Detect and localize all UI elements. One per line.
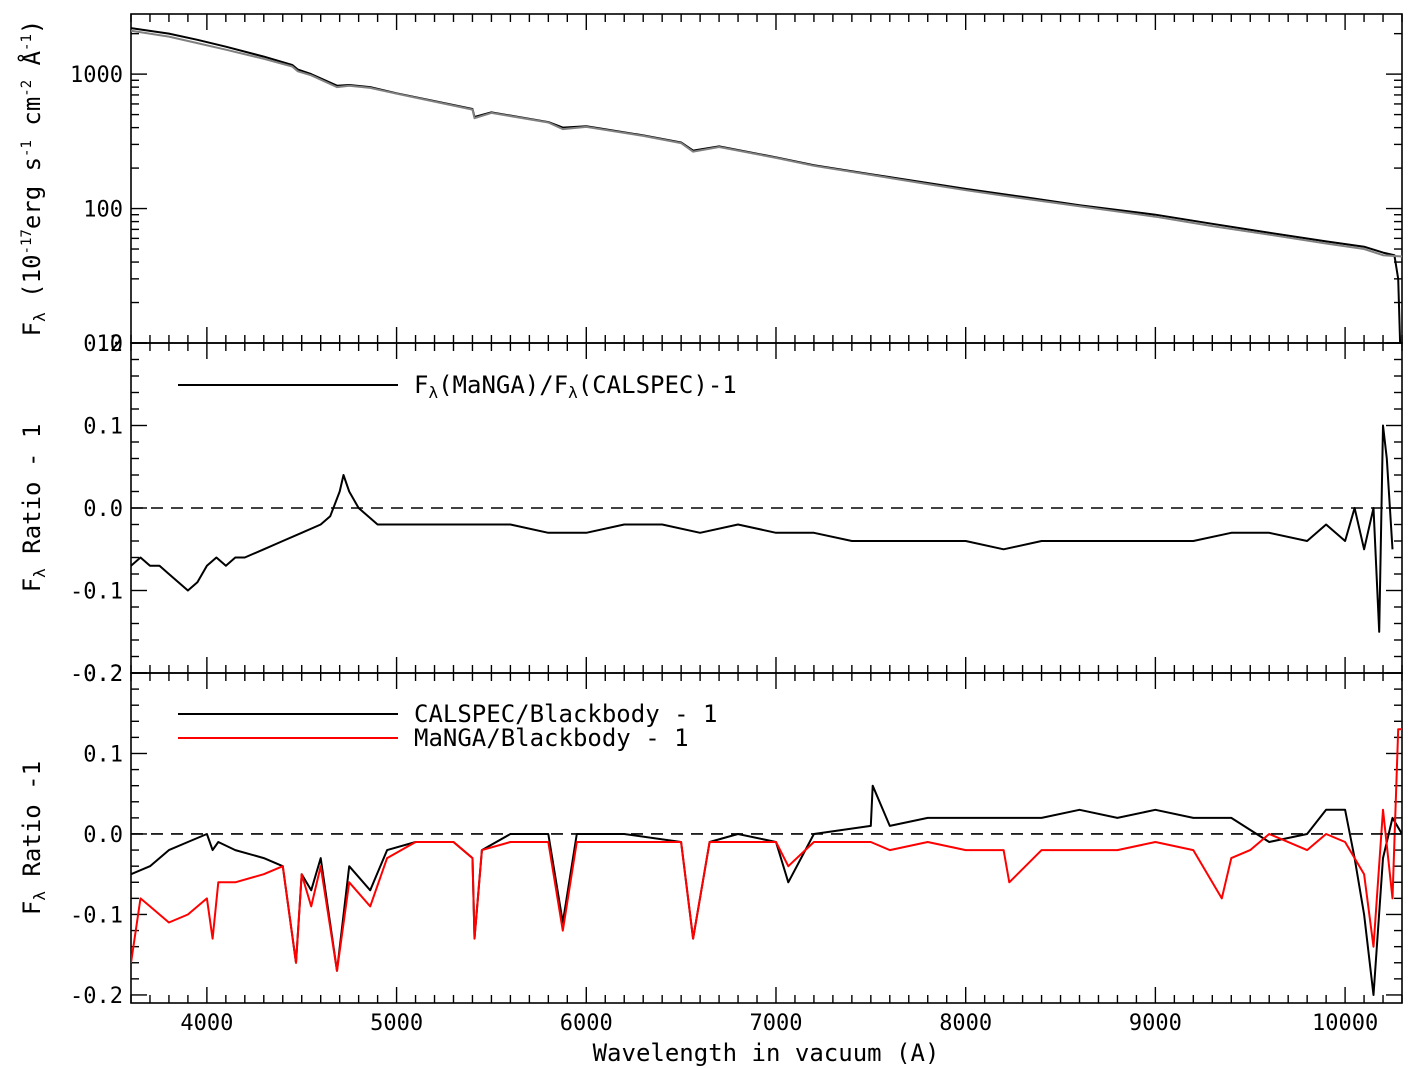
top-ylabel-exp1: -17	[19, 229, 35, 254]
bottom-ylabel-sub: λ	[30, 891, 49, 901]
tick-labels-layer: 101001000-0.2-0.10.00.10.2-0.2-0.10.00.1…	[70, 63, 1378, 1036]
y-tick-label: -0.1	[70, 903, 123, 928]
x-tick-label: 5000	[370, 1011, 423, 1036]
x-tick-label: 10000	[1312, 1011, 1378, 1036]
middle-legend-sub1: λ	[428, 383, 438, 402]
top-ylabel-exp4: -1	[19, 34, 35, 51]
middle-ylabel-main: F	[18, 578, 46, 592]
middle-legend-end: (CALSPEC)-1	[578, 371, 737, 399]
bottom-legend-calspec: CALSPEC/Blackbody - 1	[414, 700, 717, 728]
series-line-2-0	[131, 784, 1402, 996]
middle-ylabel-rest: Ratio - 1	[18, 424, 46, 569]
x-tick-label: 6000	[560, 1011, 613, 1036]
middle-legend-pre: F	[414, 371, 428, 399]
series-layer	[131, 27, 1402, 996]
top-panel-frame	[130, 13, 1403, 344]
bottom-ylabel: Fλ Ratio -1	[18, 761, 49, 915]
x-tick-label: 7000	[749, 1011, 802, 1036]
top-ylabel-rest: (10	[18, 254, 46, 312]
top-ylabel-end: )	[18, 20, 46, 34]
y-tick-label: 0.0	[83, 823, 123, 848]
top-ylabel-mid3: Å	[17, 50, 46, 79]
y-tick-label: 1000	[70, 63, 123, 88]
y-tick-label: -0.2	[70, 662, 123, 687]
y-tick-label: 0.1	[83, 415, 123, 440]
x-axis-title: Wavelength in vacuum (A)	[593, 1039, 940, 1067]
x-tick-label: 8000	[939, 1011, 992, 1036]
y-tick-label: -0.1	[70, 580, 123, 605]
series-line-2-1	[131, 728, 1402, 972]
top-ylabel-mid: erg s	[18, 157, 46, 229]
bottom-ylabel-main: F	[18, 901, 46, 915]
series-line-0-1	[131, 29, 1402, 258]
top-ylabel-main: F	[18, 322, 46, 336]
y-tick-label: 10	[97, 332, 124, 357]
middle-ylabel: Fλ Ratio - 1	[18, 424, 49, 593]
top-ylabel-exp2: -1	[19, 140, 35, 157]
x-tick-label: 9000	[1129, 1011, 1182, 1036]
bottom-legend-manga: MaNGA/Blackbody - 1	[414, 724, 689, 752]
top-ylabel-exp3: -2	[19, 80, 35, 97]
y-tick-label: 100	[83, 198, 123, 223]
middle-legend-text: Fλ(MaNGA)/Fλ(CALSPEC)-1	[414, 371, 737, 402]
series-line-1-0	[131, 424, 1394, 633]
y-tick-label: -0.2	[70, 984, 123, 1009]
y-tick-label: 0.0	[83, 497, 123, 522]
y-tick-label: 0.2	[83, 332, 123, 357]
top-ylabel-sub: λ	[30, 312, 49, 322]
middle-legend-mid: (MaNGA)/F	[438, 371, 568, 399]
middle-ylabel-sub: λ	[30, 568, 49, 578]
series-line-0-0	[131, 27, 1402, 343]
top-ylabel-mid2: cm	[18, 97, 46, 140]
y-tick-label: 0.1	[83, 742, 123, 767]
top-ylabel: Fλ (10-17erg s-1 cm-2 Å-1)	[17, 20, 49, 337]
middle-legend-sub2: λ	[568, 383, 578, 402]
bottom-panel-frame	[130, 672, 1403, 1004]
x-tick-label: 4000	[180, 1011, 233, 1036]
y-tick-label: 0.2	[83, 662, 123, 687]
axis-ticks	[130, 14, 1403, 1003]
bottom-ylabel-rest: Ratio -1	[18, 761, 46, 891]
